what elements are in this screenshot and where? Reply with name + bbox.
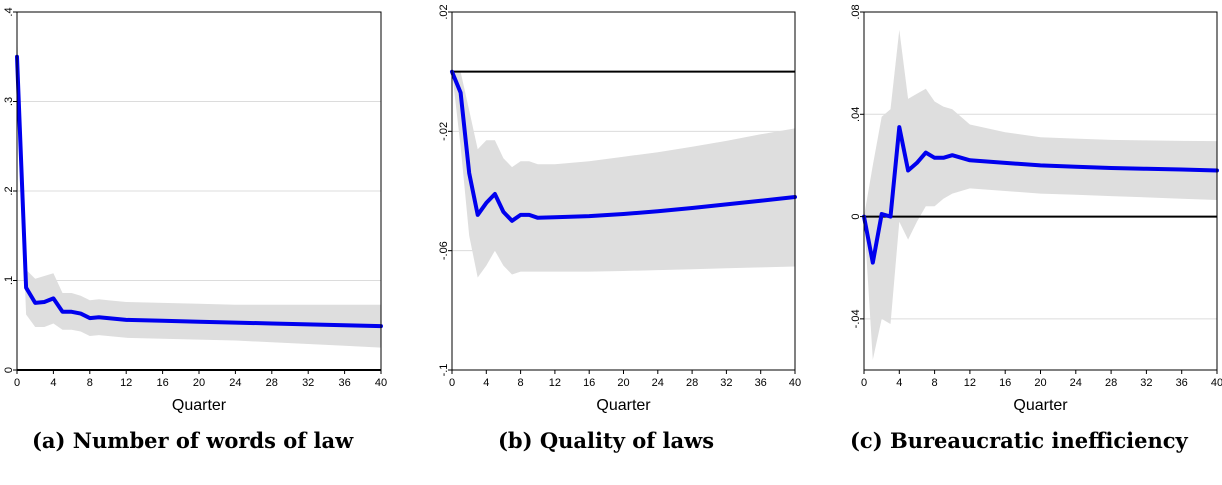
x-axis-label: Quarter — [172, 397, 227, 414]
chart-c: -.04 0 .04 .08 0 4 8 12 16 20 24 28 32 36 40 Quarter — [850, 4, 1222, 414]
x-tick-label: 16 — [156, 377, 168, 389]
x-tick-label: 12 — [964, 377, 976, 389]
panel-c: -.04 0 .04 .08 0 4 8 12 16 20 24 28 32 36 40 Quarter (c… — [820, 0, 1222, 485]
x-tick-label: 4 — [483, 377, 489, 389]
impulse-response-line — [450, 69, 797, 223]
x-tick-label: 0 — [14, 377, 20, 389]
y-tick-label: .3 — [3, 97, 15, 106]
x-tick-label: 12 — [120, 377, 132, 389]
y-tick-label: .2 — [3, 186, 15, 195]
x-tick-label: 32 — [720, 377, 732, 389]
confidence-band — [864, 29, 1217, 360]
x-tick-label: 20 — [617, 377, 629, 389]
y-tick-label: -.02 — [438, 122, 450, 141]
caption-a: (a) Number of words of law — [32, 428, 354, 453]
x-tick-label: 0 — [861, 377, 867, 389]
panel-a: 0 .1 .2 .3 .4 0 4 8 12 16 20 24 28 32 36 40 Quarter (a) … — [0, 0, 400, 485]
y-tick-label: .04 — [850, 107, 862, 122]
x-tick-label: 12 — [549, 377, 561, 389]
x-axis-label: Quarter — [596, 397, 651, 414]
x-tick-label: 36 — [1176, 377, 1188, 389]
y-tick-label: .4 — [3, 7, 15, 16]
x-tick-label: 40 — [375, 377, 387, 389]
panel-b: -.1 -.06 -.02 .02 0 4 8 12 16 20 24 28 32 36 40 Quarter… — [410, 0, 810, 485]
y-tick-label: 0 — [850, 214, 862, 220]
x-tick-label: 28 — [266, 377, 278, 389]
caption-c: (c) Bureaucratic inefficiency — [850, 428, 1188, 453]
x-axis-label: Quarter — [1013, 397, 1068, 414]
impulse-response-line — [15, 54, 383, 329]
x-tick-label: 36 — [755, 377, 767, 389]
confidence-band — [452, 71, 795, 278]
x-tick-label: 32 — [1140, 377, 1152, 389]
x-tick-label: 8 — [932, 377, 938, 389]
y-tick-label: .08 — [850, 4, 862, 19]
x-tick-label: 4 — [896, 377, 902, 389]
x-tick-label: 8 — [87, 377, 93, 389]
x-tick-label: 40 — [789, 377, 801, 389]
x-tick-label: 24 — [229, 377, 241, 389]
y-tick-label: -.04 — [850, 309, 862, 328]
caption-b: (b) Quality of laws — [498, 428, 715, 453]
y-tick-label: .1 — [3, 276, 15, 285]
chart-b: -.1 -.06 -.02 .02 0 4 8 12 16 20 24 28 32 36 40 Quarter — [438, 4, 801, 414]
y-tick-label: 0 — [3, 367, 15, 373]
x-tick-label: 8 — [518, 377, 524, 389]
x-tick-label: 24 — [652, 377, 664, 389]
x-tick-label: 20 — [193, 377, 205, 389]
x-tick-label: 0 — [449, 377, 455, 389]
x-tick-label: 28 — [1105, 377, 1117, 389]
x-tick-label: 40 — [1211, 377, 1222, 389]
y-tick-label: -.06 — [438, 241, 450, 260]
x-tick-label: 32 — [302, 377, 314, 389]
chart-a: 0 .1 .2 .3 .4 0 4 8 12 16 20 24 28 32 36 40 Quarter — [3, 7, 387, 414]
confidence-band — [17, 31, 381, 348]
x-tick-label: 28 — [686, 377, 698, 389]
x-tick-label: 16 — [583, 377, 595, 389]
x-tick-label: 16 — [999, 377, 1011, 389]
x-tick-label: 4 — [50, 377, 56, 389]
y-tick-label: .02 — [438, 4, 450, 19]
x-tick-label: 20 — [1034, 377, 1046, 389]
x-tick-label: 36 — [338, 377, 350, 389]
y-tick-label: -.1 — [438, 364, 450, 377]
impulse-response-line — [862, 125, 1219, 265]
x-tick-label: 24 — [1070, 377, 1082, 389]
